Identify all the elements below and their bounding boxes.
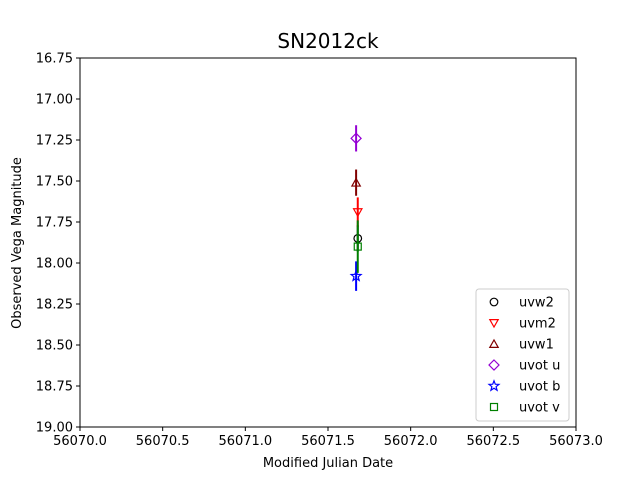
- legend-label-uvot-v: uvot v: [519, 401, 560, 416]
- y-tick-label: 17.00: [36, 93, 73, 108]
- x-tick-label: 56073.0: [549, 434, 603, 449]
- y-tick-label: 18.50: [36, 339, 73, 354]
- legend-label-uvw1: uvw1: [519, 338, 554, 353]
- y-tick-label: 18.25: [36, 298, 73, 313]
- y-tick-label: 18.00: [36, 257, 73, 272]
- x-axis-label: Modified Julian Date: [263, 456, 393, 471]
- legend-marker-uvot-b: [487, 379, 501, 392]
- x-tick-label: 56070.0: [53, 434, 107, 449]
- x-tick-label: 56070.5: [136, 434, 190, 449]
- data-point-uvw1: [350, 177, 362, 187]
- legend-marker-uvw1: [488, 338, 500, 348]
- legend-marker-uvot-v: [489, 402, 499, 412]
- legend-label-uvm2: uvm2: [519, 317, 556, 332]
- data-point-uvot-b: [349, 269, 363, 282]
- data-point-uvm2: [352, 208, 363, 218]
- x-tick-label: 56071.0: [218, 434, 272, 449]
- y-tick-label: 19.00: [36, 421, 73, 436]
- y-tick-label: 16.75: [36, 52, 73, 67]
- legend-marker-uvot-u: [488, 359, 500, 371]
- legend-label-uvw2: uvw2: [519, 296, 554, 311]
- y-tick-label: 17.25: [36, 134, 73, 149]
- legend-label-uvot-b: uvot b: [519, 380, 560, 395]
- data-point-uvot-u: [350, 132, 362, 145]
- legend: uvw2 uvm2 uvw1 uvot u uvot b uvot v: [475, 288, 570, 422]
- y-tick-label: 18.75: [36, 380, 73, 395]
- plot-area-frame: [79, 57, 577, 428]
- x-tick-label: 56072.5: [466, 434, 520, 449]
- data-point-uvot-v: [353, 242, 362, 251]
- y-tick-label: 17.75: [36, 216, 73, 231]
- x-axis-ticks: 56070.0 56070.5 56071.0 56071.5 56072.0 56072…: [53, 427, 603, 449]
- legend-box: [475, 288, 570, 422]
- legend-label-uvot-u: uvot u: [519, 359, 560, 374]
- x-tick-label: 56072.0: [384, 434, 438, 449]
- data-points: [349, 125, 363, 291]
- y-axis-ticks: 16.75 17.00 17.25 17.50 17.75 18.00 18.25 18.50…: [36, 52, 80, 436]
- legend-marker-uvw2: [489, 297, 499, 307]
- y-tick-label: 17.50: [36, 175, 73, 190]
- y-axis-label: Observed Vega Magnitude: [10, 157, 25, 329]
- chart-title: SN2012ck: [277, 29, 379, 53]
- x-tick-label: 56071.5: [301, 434, 355, 449]
- legend-marker-uvm2: [488, 319, 500, 329]
